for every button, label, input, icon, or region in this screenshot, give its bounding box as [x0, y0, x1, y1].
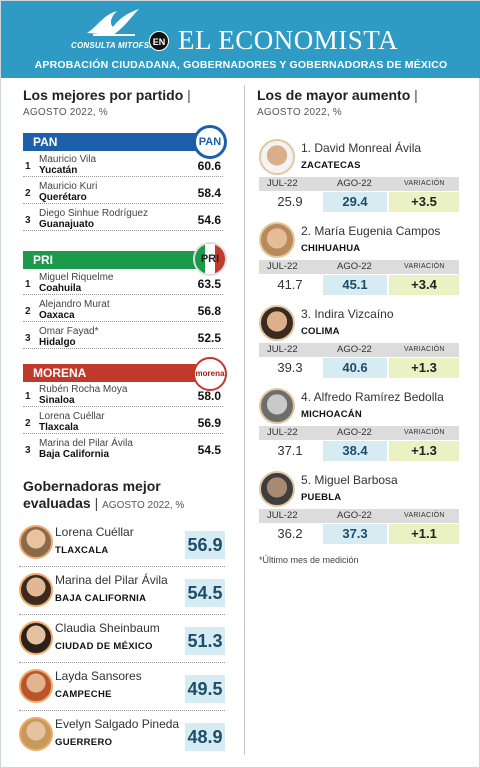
- pan-logo-icon: PAN: [193, 125, 227, 159]
- table-row: 1 Mauricio Vila Yucatán 60.6: [23, 154, 223, 177]
- table-row: 2 Alejandro Murat Oaxaca 56.8: [23, 299, 223, 322]
- avatar: [19, 573, 53, 607]
- avatar: [19, 717, 53, 751]
- list-item: Layda Sansores CAMPECHE 49.5: [19, 665, 225, 711]
- party-bar-pan: PAN: [23, 133, 223, 151]
- list-item: Lorena Cuéllar TLAXCALA 56.9: [19, 521, 225, 567]
- column-divider: [244, 85, 245, 755]
- morena-logo-icon: morena: [193, 357, 227, 391]
- section-title-gobernadoras-line2: evaluadas | AGOSTO 2022, %: [23, 495, 185, 511]
- table-row: 1 Miguel Riquelme Coahuila 63.5: [23, 272, 223, 295]
- en-badge: EN: [149, 31, 169, 51]
- brand-title: EL ECONOMISTA: [178, 25, 399, 55]
- avatar: [259, 305, 295, 341]
- section-title-mejores: Los mejores por partido |: [23, 87, 191, 103]
- logo-text: CONSULTA MITOFSKY: [71, 41, 161, 50]
- party-bar-pri: PRI: [23, 251, 223, 269]
- page-subtitle: APROBACIÓN CIUDADANA, GOBERNADORES Y GOB…: [34, 59, 448, 71]
- table-row: 1 Rubén Rocha Moya Sinaloa 58.0: [23, 384, 223, 407]
- avatar: [19, 621, 53, 655]
- section-subtitle-mayor-aumento: AGOSTO 2022, %: [257, 107, 342, 118]
- avatar: [259, 222, 295, 258]
- mitofsky-bird-logo-icon: [87, 9, 139, 36]
- avatar: [259, 471, 295, 507]
- table-row: 3 Marina del Pilar Ávila Baja California…: [25, 438, 221, 460]
- section-title-gobernadoras: Gobernadoras mejor: [23, 478, 161, 494]
- avatar: [19, 669, 53, 703]
- table-row: 2 Lorena Cuéllar Tlaxcala 56.9: [23, 411, 223, 434]
- header: CONSULTA MITOFSKY EN EL ECONOMISTA APROB…: [1, 1, 480, 78]
- footnote: *Último mes de medición: [259, 555, 359, 565]
- avatar: [259, 388, 295, 424]
- section-title-mayor-aumento: Los de mayor aumento |: [257, 87, 418, 103]
- avatar: [259, 139, 295, 175]
- table-row: 3 Omar Fayad* Hidalgo 52.5: [23, 326, 223, 349]
- list-item: Evelyn Salgado Pineda GUERRERO 48.9: [19, 713, 225, 759]
- avatar: [19, 525, 53, 559]
- pri-logo-icon: PRI: [193, 242, 227, 276]
- list-item: Claudia Sheinbaum CIUDAD DE MÉXICO 51.3: [19, 617, 225, 663]
- table-row: 3 Diego Sinhue Rodríguez Guanajuato 54.6: [23, 208, 223, 231]
- party-bar-morena: MORENA: [23, 364, 223, 382]
- table-row: 2 Mauricio Kuri Querétaro 58.4: [23, 181, 223, 204]
- section-subtitle-mejores: AGOSTO 2022, %: [23, 107, 108, 118]
- list-item: Marina del Pilar Ávila BAJA CALIFORNIA 5…: [19, 569, 225, 615]
